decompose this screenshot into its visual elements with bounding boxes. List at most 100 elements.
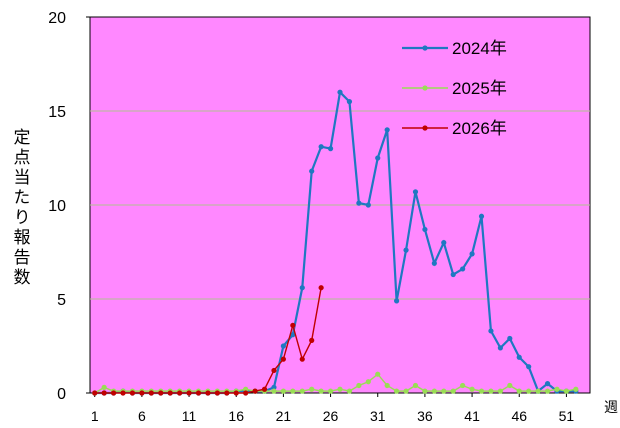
legend-marker — [422, 45, 428, 51]
data-point — [488, 388, 494, 394]
data-point — [167, 390, 173, 396]
data-point — [299, 285, 305, 291]
data-point — [507, 382, 513, 389]
data-point — [186, 390, 192, 396]
data-point — [233, 390, 239, 396]
data-point — [544, 381, 551, 387]
data-point — [431, 388, 437, 394]
data-point — [290, 322, 296, 328]
data-point — [563, 388, 570, 394]
data-point — [101, 384, 107, 390]
data-point — [365, 379, 371, 385]
data-point — [299, 356, 305, 362]
data-point — [177, 390, 183, 396]
data-point — [337, 386, 343, 392]
data-point — [384, 127, 390, 133]
data-point — [261, 386, 268, 392]
data-point — [337, 89, 343, 95]
data-point — [394, 388, 400, 394]
data-point — [535, 388, 541, 394]
data-point — [394, 298, 400, 304]
legend-label: 2025年 — [452, 79, 507, 98]
data-point — [318, 144, 324, 150]
data-point — [488, 328, 494, 334]
data-point — [450, 271, 456, 278]
data-point — [309, 337, 315, 343]
data-point — [507, 335, 513, 342]
data-point — [299, 388, 305, 394]
data-point — [422, 388, 428, 394]
data-point — [478, 388, 485, 394]
data-point — [280, 388, 286, 394]
data-point — [120, 390, 126, 396]
data-point — [327, 146, 334, 152]
x-tick-label: 16 — [228, 408, 244, 424]
data-point — [356, 200, 362, 206]
data-point — [290, 332, 296, 338]
data-point — [309, 386, 315, 392]
legend-marker — [422, 85, 428, 91]
y-tick-label: 0 — [57, 386, 66, 403]
data-point — [422, 226, 428, 233]
data-point — [158, 390, 164, 396]
legend-marker — [422, 125, 428, 131]
data-point — [356, 382, 362, 389]
data-point — [412, 382, 419, 389]
data-point — [497, 388, 503, 394]
data-point — [148, 390, 154, 396]
y-tick-label: 15 — [48, 104, 66, 121]
data-point — [327, 388, 334, 394]
x-tick-label: 51 — [559, 408, 575, 424]
data-point — [214, 390, 220, 396]
data-point — [384, 382, 390, 389]
data-point — [243, 390, 249, 396]
data-point — [497, 345, 503, 351]
data-point — [318, 388, 324, 394]
data-point — [431, 260, 437, 266]
x-axis-label: 週 — [604, 399, 618, 415]
data-point — [526, 364, 532, 370]
x-tick-label: 21 — [276, 408, 292, 424]
data-point — [375, 155, 381, 161]
y-tick-label: 5 — [57, 292, 66, 309]
x-tick-label: 1 — [91, 408, 99, 424]
data-point — [280, 356, 286, 362]
y-tick-label: 20 — [48, 10, 66, 27]
data-point — [290, 388, 296, 394]
x-tick-label: 6 — [138, 408, 146, 424]
legend-label: 2026年 — [452, 119, 507, 138]
data-point — [271, 367, 277, 374]
data-point — [554, 386, 560, 392]
x-tick-label: 46 — [511, 408, 527, 424]
data-point — [346, 388, 353, 394]
data-point — [280, 343, 286, 349]
data-point — [271, 388, 277, 394]
data-point — [205, 390, 211, 396]
data-point — [92, 390, 98, 396]
data-point — [346, 99, 353, 105]
data-point — [469, 251, 475, 257]
data-point — [365, 202, 371, 208]
data-point — [309, 168, 315, 174]
x-tick-label: 31 — [370, 408, 386, 424]
data-point — [441, 388, 447, 394]
legend-label: 2024年 — [452, 39, 507, 58]
data-point — [139, 390, 145, 396]
data-point — [573, 386, 579, 392]
data-point — [469, 386, 475, 392]
data-point — [403, 388, 409, 394]
data-point — [526, 388, 532, 394]
x-tick-label: 26 — [323, 408, 339, 424]
data-point — [478, 213, 485, 219]
data-point — [516, 354, 522, 360]
data-point — [544, 388, 551, 394]
data-point — [403, 247, 409, 253]
data-point — [271, 384, 277, 390]
data-point — [129, 390, 136, 396]
data-point — [243, 386, 249, 392]
data-point — [224, 390, 230, 396]
data-point — [110, 390, 117, 396]
y-axis-label: 定点当たり報告数 — [11, 128, 31, 288]
x-tick-label: 36 — [417, 408, 433, 424]
